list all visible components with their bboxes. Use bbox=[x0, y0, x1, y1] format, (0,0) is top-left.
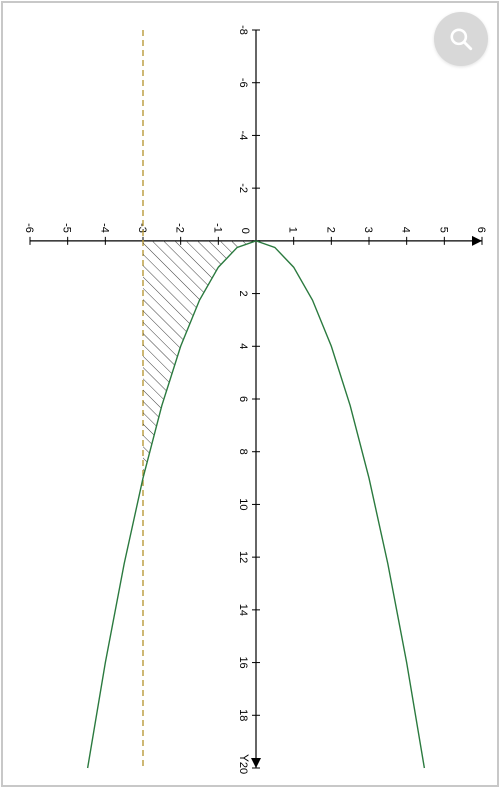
parabola-chart: Y-8-6-4-22468101214161820-6-5-4-3-2-1123… bbox=[0, 0, 500, 788]
svg-text:12: 12 bbox=[237, 551, 249, 563]
svg-text:-4: -4 bbox=[98, 223, 110, 233]
svg-text:2: 2 bbox=[324, 227, 336, 233]
svg-text:8: 8 bbox=[237, 449, 249, 455]
svg-text:-6: -6 bbox=[23, 223, 35, 233]
svg-text:14: 14 bbox=[237, 604, 249, 616]
svg-text:5: 5 bbox=[437, 227, 449, 233]
svg-text:-6: -6 bbox=[237, 78, 249, 88]
svg-text:6: 6 bbox=[237, 396, 249, 402]
svg-text:10: 10 bbox=[237, 498, 249, 510]
svg-text:-2: -2 bbox=[237, 183, 249, 193]
svg-text:3: 3 bbox=[362, 227, 374, 233]
svg-text:4: 4 bbox=[237, 343, 249, 349]
svg-text:Y: Y bbox=[237, 754, 251, 762]
svg-text:20: 20 bbox=[237, 762, 249, 774]
svg-text:16: 16 bbox=[237, 656, 249, 668]
svg-text:-4: -4 bbox=[237, 131, 249, 141]
chart-area: Y-8-6-4-22468101214161820-6-5-4-3-2-1123… bbox=[0, 144, 500, 644]
svg-text:-8: -8 bbox=[237, 25, 249, 35]
svg-text:0: 0 bbox=[239, 228, 251, 234]
svg-text:-1: -1 bbox=[211, 223, 223, 233]
svg-text:1: 1 bbox=[287, 227, 299, 233]
svg-text:2: 2 bbox=[237, 291, 249, 297]
svg-text:4: 4 bbox=[400, 227, 412, 233]
svg-text:-3: -3 bbox=[136, 223, 148, 233]
search-icon bbox=[448, 26, 474, 52]
zoom-button[interactable] bbox=[434, 12, 488, 66]
svg-text:-5: -5 bbox=[61, 223, 73, 233]
svg-text:-2: -2 bbox=[174, 223, 186, 233]
svg-text:6: 6 bbox=[475, 227, 487, 233]
svg-text:18: 18 bbox=[237, 709, 249, 721]
